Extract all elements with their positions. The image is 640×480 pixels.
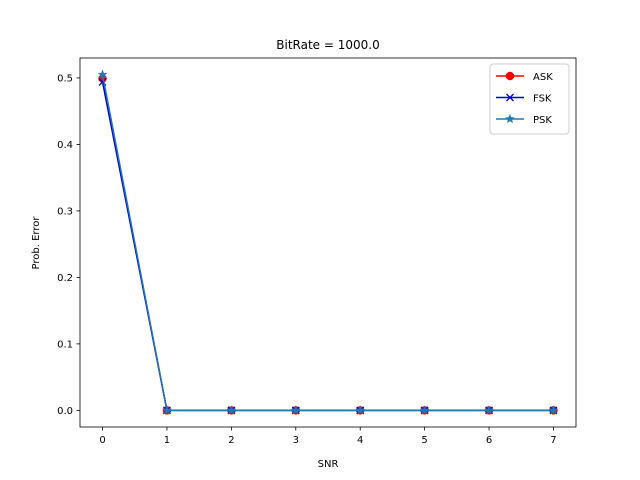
legend: ASK FSK PSK <box>489 63 570 135</box>
y-tick-label: 0.3 <box>57 206 73 217</box>
legend-label-ask: ASK <box>533 72 553 83</box>
legend-marker-fsk-stroke <box>506 93 514 102</box>
x-axis-label: SNR <box>318 459 339 470</box>
x-tick-label: 5 <box>421 435 427 446</box>
legend-item-ask: ASK <box>496 71 553 83</box>
legend-item-psk: PSK <box>496 113 552 126</box>
legend-marker-fsk <box>506 93 514 102</box>
x-tick-label: 1 <box>164 435 170 446</box>
x-tick-label: 6 <box>486 435 492 446</box>
x-tick-label: 2 <box>228 435 234 446</box>
data-point-psk <box>162 405 172 415</box>
data-point-psk <box>290 405 301 415</box>
data-point-psk <box>484 405 494 415</box>
legend-marker-psk <box>505 113 515 124</box>
legend-marker-ask <box>505 71 515 81</box>
data-point-psk <box>419 405 430 415</box>
data-point-psk <box>226 405 237 415</box>
y-tick-label: 0.0 <box>57 406 73 417</box>
y-tick-label: 0.2 <box>57 273 73 284</box>
x-tick-label: 3 <box>293 435 299 446</box>
legend-item-fsk: FSK <box>496 94 552 105</box>
legend-label-psk: PSK <box>533 115 552 126</box>
axes-frame <box>79 57 577 428</box>
plot-area: 0 1 2 3 4 5 6 7 0.0 0.1 0.2 0.3 0.4 0.5 <box>57 57 577 446</box>
series-psk <box>97 69 559 415</box>
y-tick-label: 0.1 <box>57 339 73 350</box>
x-tick-label: 4 <box>357 435 363 446</box>
x-tick-label: 7 <box>550 435 556 446</box>
y-tick-label: 0.5 <box>57 73 73 84</box>
x-tick-label: 0 <box>99 435 105 446</box>
y-tick-label: 0.4 <box>57 140 73 151</box>
data-point-psk <box>97 69 108 79</box>
series-line-psk <box>101 74 554 412</box>
data-point-psk <box>355 405 366 415</box>
data-point-fsk-stroke <box>98 77 107 86</box>
chart-title: BitRate = 1000.0 <box>276 38 379 52</box>
data-point-psk <box>548 405 559 415</box>
legend-label-fsk: FSK <box>533 94 552 105</box>
y-axis-label: Prob. Error <box>31 216 42 270</box>
legend-box <box>489 63 570 135</box>
